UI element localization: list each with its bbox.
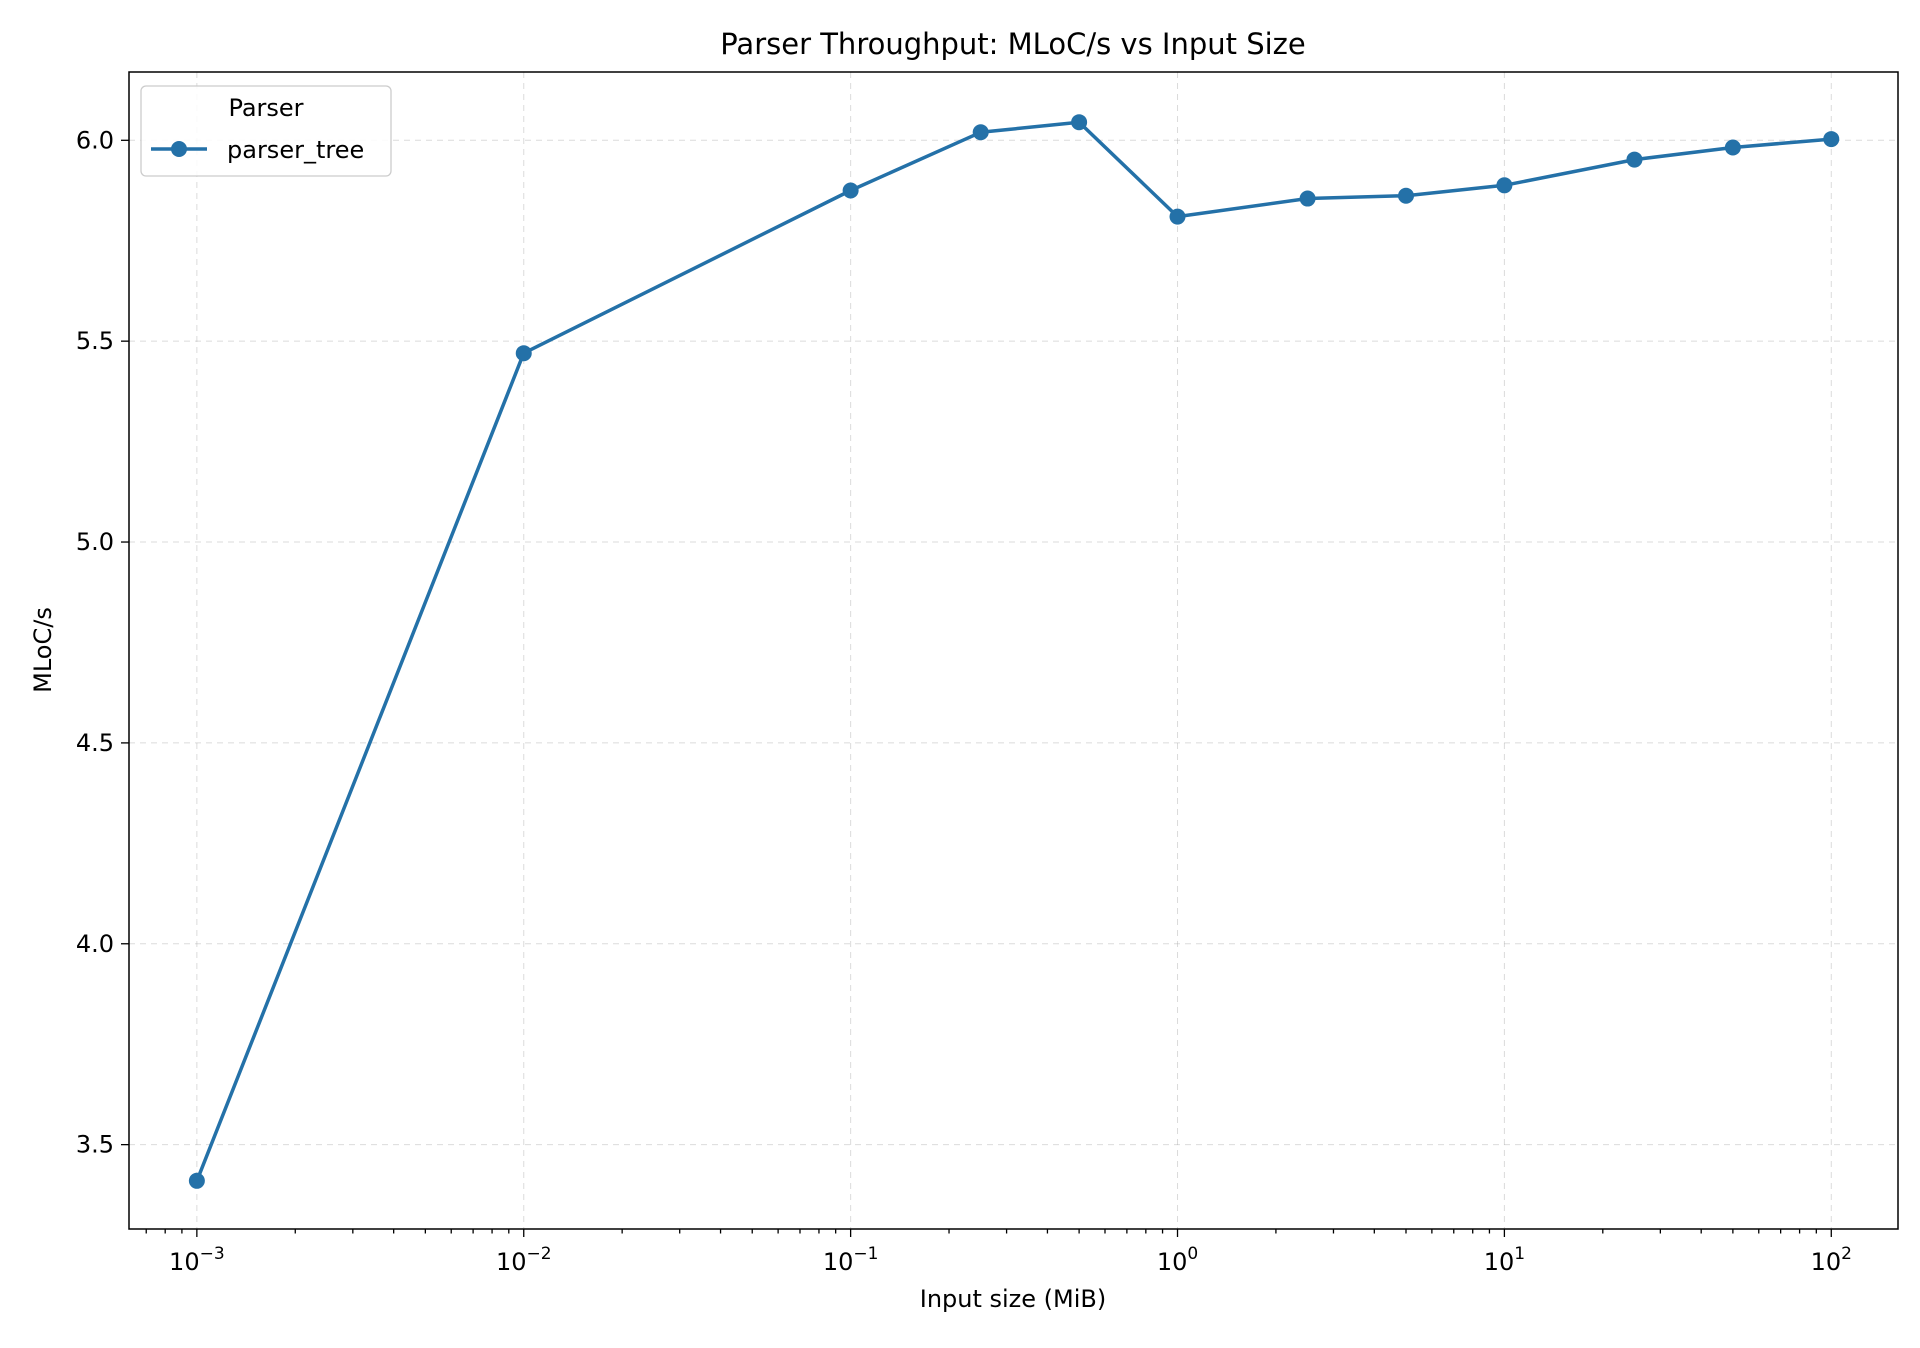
legend-title: Parser <box>228 94 303 122</box>
x-tick-label: 100 <box>1157 1244 1198 1276</box>
legend: Parser parser_tree <box>140 85 392 177</box>
data-point <box>842 182 859 199</box>
gridlines <box>129 72 1898 1229</box>
data-point <box>1496 177 1513 194</box>
x-tick-label: 10−3 <box>169 1244 225 1276</box>
data-point <box>972 124 989 141</box>
data-point <box>515 345 532 362</box>
x-tick-label: 102 <box>1811 1244 1852 1276</box>
data-point <box>1071 114 1088 131</box>
y-tick-label: 4.5 <box>76 729 114 757</box>
data-point <box>1397 187 1414 204</box>
data-point <box>1823 131 1840 148</box>
x-tick-label: 101 <box>1484 1244 1525 1276</box>
series-line-parser_tree <box>195 120 1832 1182</box>
y-axis-label: MLoC/s <box>29 607 57 693</box>
y-tick-label: 5.0 <box>76 528 114 556</box>
data-point <box>1299 190 1316 207</box>
x-tick-label: 10−1 <box>823 1244 879 1276</box>
series-layer <box>188 114 1840 1189</box>
y-tick-label: 5.5 <box>76 327 114 355</box>
plot-frame <box>128 71 1899 1230</box>
data-point <box>1626 151 1643 168</box>
legend-box <box>140 85 392 177</box>
x-axis-label: Input size (MiB) <box>920 1285 1107 1313</box>
y-tick-label: 6.0 <box>76 126 114 154</box>
y-tick-label: 3.5 <box>76 1131 114 1159</box>
legend-marker-sample <box>171 141 187 157</box>
chart-title: Parser Throughput: MLoC/s vs Input Size <box>720 27 1306 61</box>
x-tick-label: 10−2 <box>496 1244 552 1276</box>
y-tick-label: 4.0 <box>76 930 114 958</box>
legend-entry-label: parser_tree <box>227 136 364 164</box>
axis-ticks: 10−3 10−2 10−1 100 101 102 3.5 4.0 4.5 5.0 5.5 6.0 <box>76 126 1852 1276</box>
data-point <box>1169 208 1186 225</box>
data-point <box>1724 139 1741 156</box>
data-point <box>188 1172 205 1189</box>
